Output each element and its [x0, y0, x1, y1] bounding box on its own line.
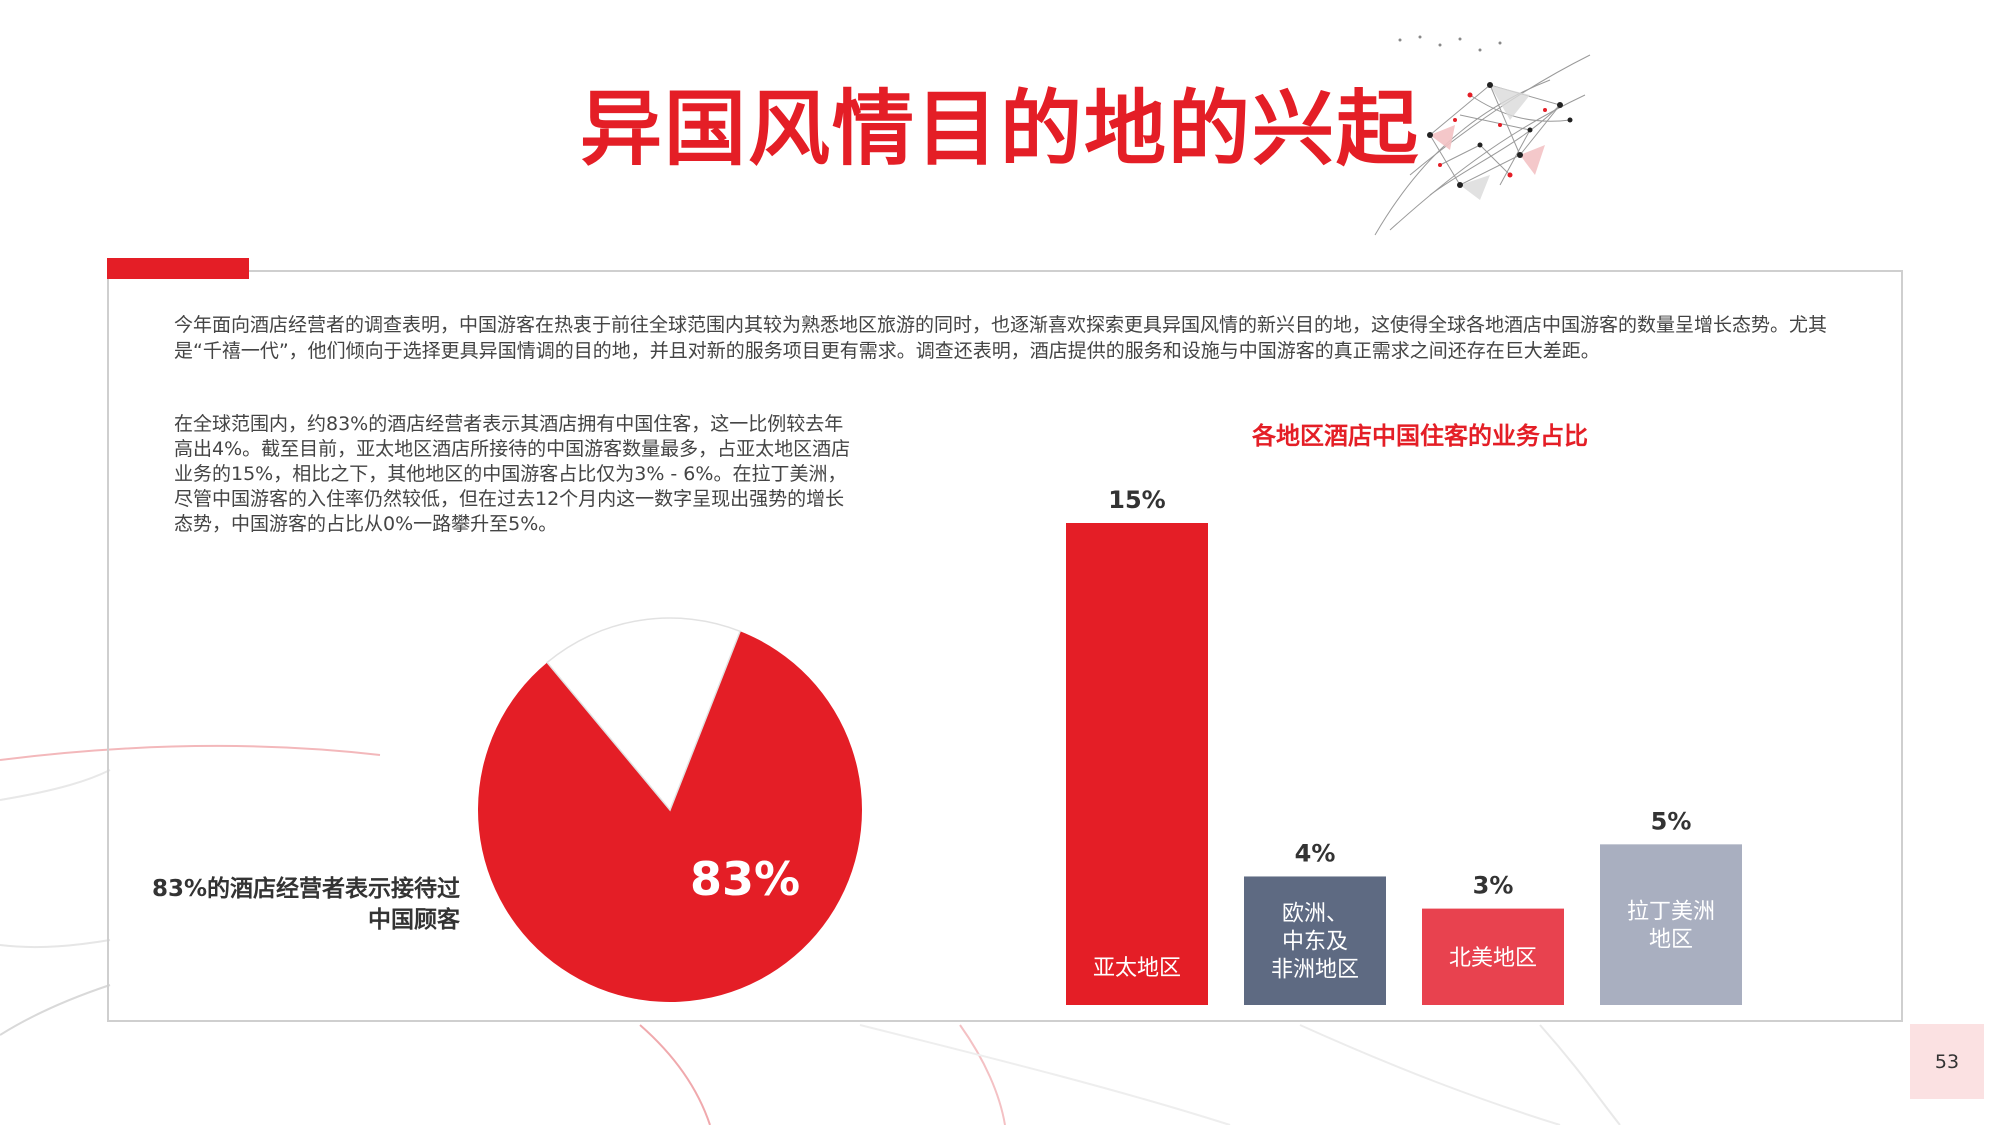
- page-number: 53: [1910, 1024, 1984, 1099]
- pie-slice-1: [546, 617, 742, 812]
- bar-3: [1600, 844, 1742, 1005]
- pie-caption: 83%的酒店经营者表示接待过中国顾客: [151, 876, 460, 933]
- detail-paragraph: 在全球范围内，约83%的酒店经营者表示其酒店拥有中国住客，这一比例较去年高出4%…: [174, 413, 851, 535]
- bar-category-label: 北美地区: [1449, 946, 1537, 971]
- pie-slice-0: [477, 631, 862, 1002]
- bar-category-label: 非洲地区: [1271, 958, 1359, 983]
- bar-category-label: 地区: [1649, 928, 1693, 953]
- bar-category-label: 拉丁美洲: [1627, 900, 1715, 925]
- bar-chart-title: 各地区酒店中国住客的业务占比: [1252, 422, 1588, 450]
- pie-value-label: 83%: [690, 852, 800, 906]
- bar-category-label: 中东及: [1282, 930, 1348, 955]
- bar-category-label: 亚太地区: [1093, 956, 1181, 981]
- bar-0: [1066, 523, 1208, 1005]
- pie-chart: 83%: [477, 617, 862, 1002]
- network-graphic: [1374, 35, 1591, 236]
- bar-2: [1422, 908, 1564, 1005]
- page-title: 异国风情目的地的兴起: [580, 82, 1421, 177]
- accent-bar: [107, 258, 249, 279]
- bar-1: [1244, 876, 1386, 1005]
- intro-paragraph: 今年面向酒店经营者的调查表明，中国游客在热衷于前往全球范围内其较为熟悉地区旅游的…: [174, 314, 1828, 362]
- content-panel: [107, 270, 1903, 1022]
- bar-category-label: 欧洲、: [1282, 902, 1348, 927]
- bar-value-label: 5%: [1651, 807, 1692, 835]
- bar-value-label: 15%: [1108, 486, 1165, 514]
- bar-value-label: 4%: [1295, 839, 1336, 867]
- bar-value-label: 3%: [1473, 872, 1514, 900]
